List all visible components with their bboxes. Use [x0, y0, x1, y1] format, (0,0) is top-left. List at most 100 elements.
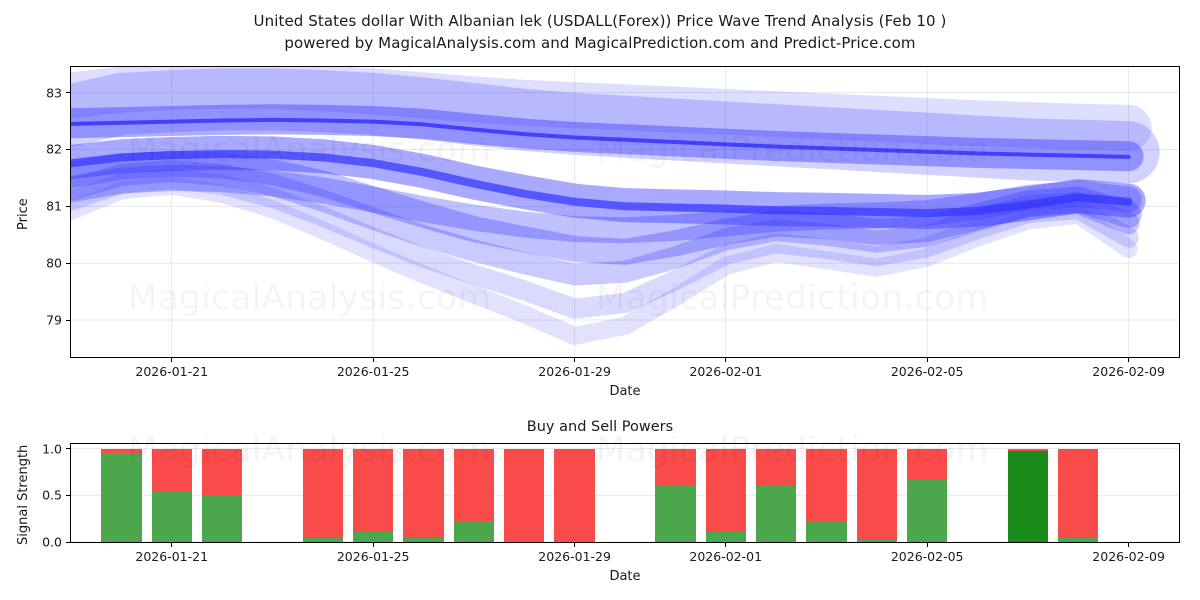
price-y-tick-label: 83 [46, 85, 62, 101]
sell-power-segment [302, 448, 343, 539]
sell-power-segment [655, 448, 696, 486]
buy-power-segment [705, 531, 746, 542]
chart-title-block: United States dollar With Albanian lek (… [0, 10, 1200, 54]
signal-x-tick-label: 2026-02-05 [890, 549, 964, 564]
sell-power-segment [705, 448, 746, 532]
signal-grid [71, 448, 1179, 542]
signal-y-tick-label: 0.5 [42, 487, 62, 503]
wave-band-mid-wave-core [71, 150, 1133, 218]
price-x-tick-label: 2026-02-01 [689, 364, 763, 379]
signal-bar[interactable] [1058, 448, 1099, 542]
wave-band-upper-envelope-band [71, 68, 1160, 184]
price-y-tickmark [66, 319, 70, 321]
signal-y-tickmark [66, 541, 70, 543]
buy-power-segment [101, 453, 142, 542]
signal-x-tickmark [1128, 543, 1130, 547]
wave-band-deep-band-shadow-2 [71, 176, 1138, 345]
signal-bar-group [71, 444, 1179, 542]
sell-power-segment [856, 448, 897, 540]
signal-bar[interactable] [705, 448, 746, 542]
price-x-tick-label: 2026-01-25 [336, 364, 410, 379]
signal-x-tick-label: 2026-01-29 [538, 549, 611, 564]
price-x-axis-label: Date [609, 384, 641, 399]
price-x-tickmark [926, 358, 928, 362]
signal-bar[interactable] [554, 448, 595, 542]
buy-power-segment [907, 479, 948, 542]
sell-power-segment [453, 448, 495, 522]
signal-y-tickmark [66, 448, 70, 450]
buy-power-segment [755, 486, 797, 542]
wave-band-upper-extreme-band [71, 67, 1152, 151]
sell-power-segment [554, 448, 595, 542]
signal-bar[interactable] [655, 448, 696, 542]
sell-power-segment [504, 448, 545, 542]
signal-bar[interactable] [1007, 448, 1049, 542]
page-subtitle: powered by MagicalAnalysis.com and Magic… [284, 34, 916, 52]
signal-y-tick-label: 0.0 [42, 534, 62, 550]
signal-x-tickmark [926, 543, 928, 547]
price-wave-chart [70, 66, 1180, 358]
signal-bar[interactable] [353, 448, 394, 542]
signal-y-tickmark [66, 494, 70, 497]
sell-power-segment [806, 448, 847, 522]
signal-bar[interactable] [907, 448, 948, 542]
price-y-tick-label: 81 [46, 198, 62, 214]
signal-chart-title: Buy and Sell Powers [526, 419, 674, 435]
price-x-tickmark [171, 358, 173, 362]
wave-band-bridge-band-right [71, 164, 1142, 244]
buy-sell-powers-chart [70, 443, 1180, 543]
buy-power-segment [453, 521, 495, 542]
buy-power-segment [806, 521, 847, 542]
price-x-tick-label: 2026-01-29 [538, 364, 611, 379]
price-x-tickmark [1128, 358, 1130, 362]
price-y-tickmark [66, 205, 70, 207]
wave-band-deep-band-shadow [71, 169, 1139, 319]
signal-bar[interactable] [151, 448, 192, 542]
price-y-tick-label: 80 [46, 255, 62, 271]
page-title: United States dollar With Albanian lek (… [253, 12, 947, 30]
signal-bar[interactable] [101, 448, 142, 542]
buy-power-segment [1058, 538, 1099, 542]
signal-bar[interactable] [453, 448, 495, 542]
buy-power-segment [201, 495, 243, 542]
wave-band-core-trend-line [71, 117, 1131, 159]
signal-bar[interactable] [403, 448, 444, 542]
buy-power-segment [655, 485, 696, 542]
signal-x-tickmark [574, 543, 576, 547]
signal-x-tickmark [171, 543, 173, 547]
price-y-tick-label: 79 [46, 312, 62, 328]
buy-power-segment [1007, 451, 1049, 542]
signal-x-tickmark [372, 543, 374, 547]
buy-power-segment [302, 538, 343, 542]
wave-band-lower-wave-band-a [71, 150, 1142, 265]
price-x-tick-label: 2026-02-09 [1092, 364, 1165, 379]
signal-bar[interactable] [856, 448, 897, 542]
signal-x-tick-label: 2026-01-21 [135, 549, 209, 564]
buy-power-segment [151, 491, 192, 542]
signal-y-tick-label: 1.0 [42, 441, 62, 457]
signal-x-tick-label: 2026-02-01 [689, 549, 763, 564]
signal-bar[interactable] [755, 448, 797, 542]
sell-power-segment [403, 448, 444, 539]
signal-x-axis-label: Date [609, 569, 641, 584]
sell-power-segment [1007, 448, 1049, 452]
signal-bar[interactable] [504, 448, 545, 542]
signal-bar[interactable] [201, 448, 243, 542]
price-x-tickmark [574, 358, 576, 362]
price-y-tickmark [66, 148, 70, 151]
price-x-tickmark [372, 358, 374, 362]
price-wave-plot [71, 67, 1179, 357]
sell-power-segment [101, 448, 142, 454]
sell-power-segment [755, 448, 797, 486]
price-x-tick-label: 2026-01-21 [135, 364, 209, 379]
sell-power-segment [151, 448, 192, 492]
wave-band-lower-wave-band-b [71, 160, 1140, 286]
sell-power-segment [907, 448, 948, 480]
signal-bar[interactable] [302, 448, 343, 542]
signal-bar[interactable] [806, 448, 847, 542]
signal-x-tick-label: 2026-02-09 [1092, 549, 1165, 564]
sell-power-segment [1058, 448, 1099, 539]
price-y-tick-label: 82 [46, 141, 62, 157]
price-x-tick-label: 2026-02-05 [890, 364, 964, 379]
